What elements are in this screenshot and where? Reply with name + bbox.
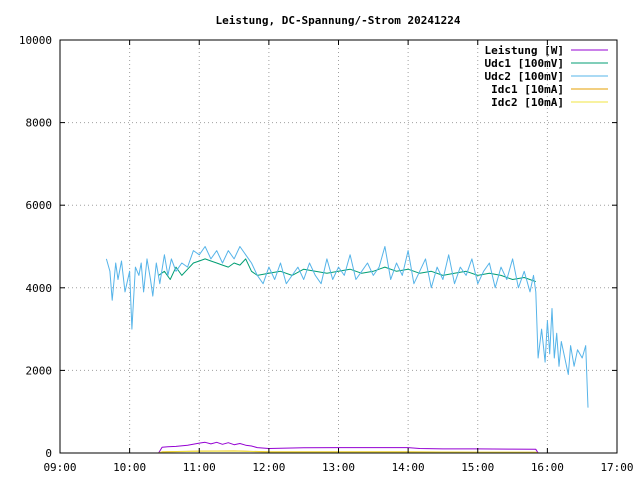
- x-tick-label: 09:00: [43, 461, 76, 474]
- legend-label-idc1-10ma: Idc1 [10mA]: [491, 83, 564, 96]
- y-tick-label: 0: [45, 447, 52, 460]
- legend-label-idc2-10ma: Idc2 [10mA]: [491, 96, 564, 109]
- x-tick-label: 15:00: [461, 461, 494, 474]
- series-line-udc1-100mv: [158, 258, 536, 283]
- chart-title: Leistung, DC-Spannung/-Strom 20241224: [215, 14, 460, 27]
- axes: 0 2000 4000 6000 8000 10000 09:00 10:00 11:00 12:…: [19, 34, 634, 474]
- x-tick-label: 16:00: [531, 461, 564, 474]
- x-tick-label: 13:00: [322, 461, 355, 474]
- plot-frame: [59, 39, 618, 454]
- series-line-udc2-100mv: [105, 246, 589, 408]
- x-tick-label: 14:00: [392, 461, 425, 474]
- plot-series: [105, 246, 589, 454]
- grid: [60, 40, 617, 453]
- x-tick-label: 12:00: [252, 461, 285, 474]
- y-tick-label: 2000: [26, 364, 53, 377]
- legend: Leistung [W]Udc1 [100mV]Udc2 [100mV]Idc1…: [485, 44, 608, 109]
- legend-label-udc1-100mv: Udc1 [100mV]: [485, 57, 564, 70]
- x-tick-label: 11:00: [183, 461, 216, 474]
- legend-label-udc2-100mv: Udc2 [100mV]: [485, 70, 564, 83]
- x-tick-label: 10:00: [113, 461, 146, 474]
- series-line-idc2-10ma: [158, 450, 539, 454]
- y-tick-label: 4000: [26, 282, 53, 295]
- y-tick-label: 10000: [19, 34, 52, 47]
- legend-label-leistung-w: Leistung [W]: [485, 44, 564, 57]
- y-tick-label: 8000: [26, 117, 53, 130]
- x-tick-label: 17:00: [600, 461, 633, 474]
- series-line-leistung-w: [158, 441, 539, 454]
- y-tick-label: 6000: [26, 199, 53, 212]
